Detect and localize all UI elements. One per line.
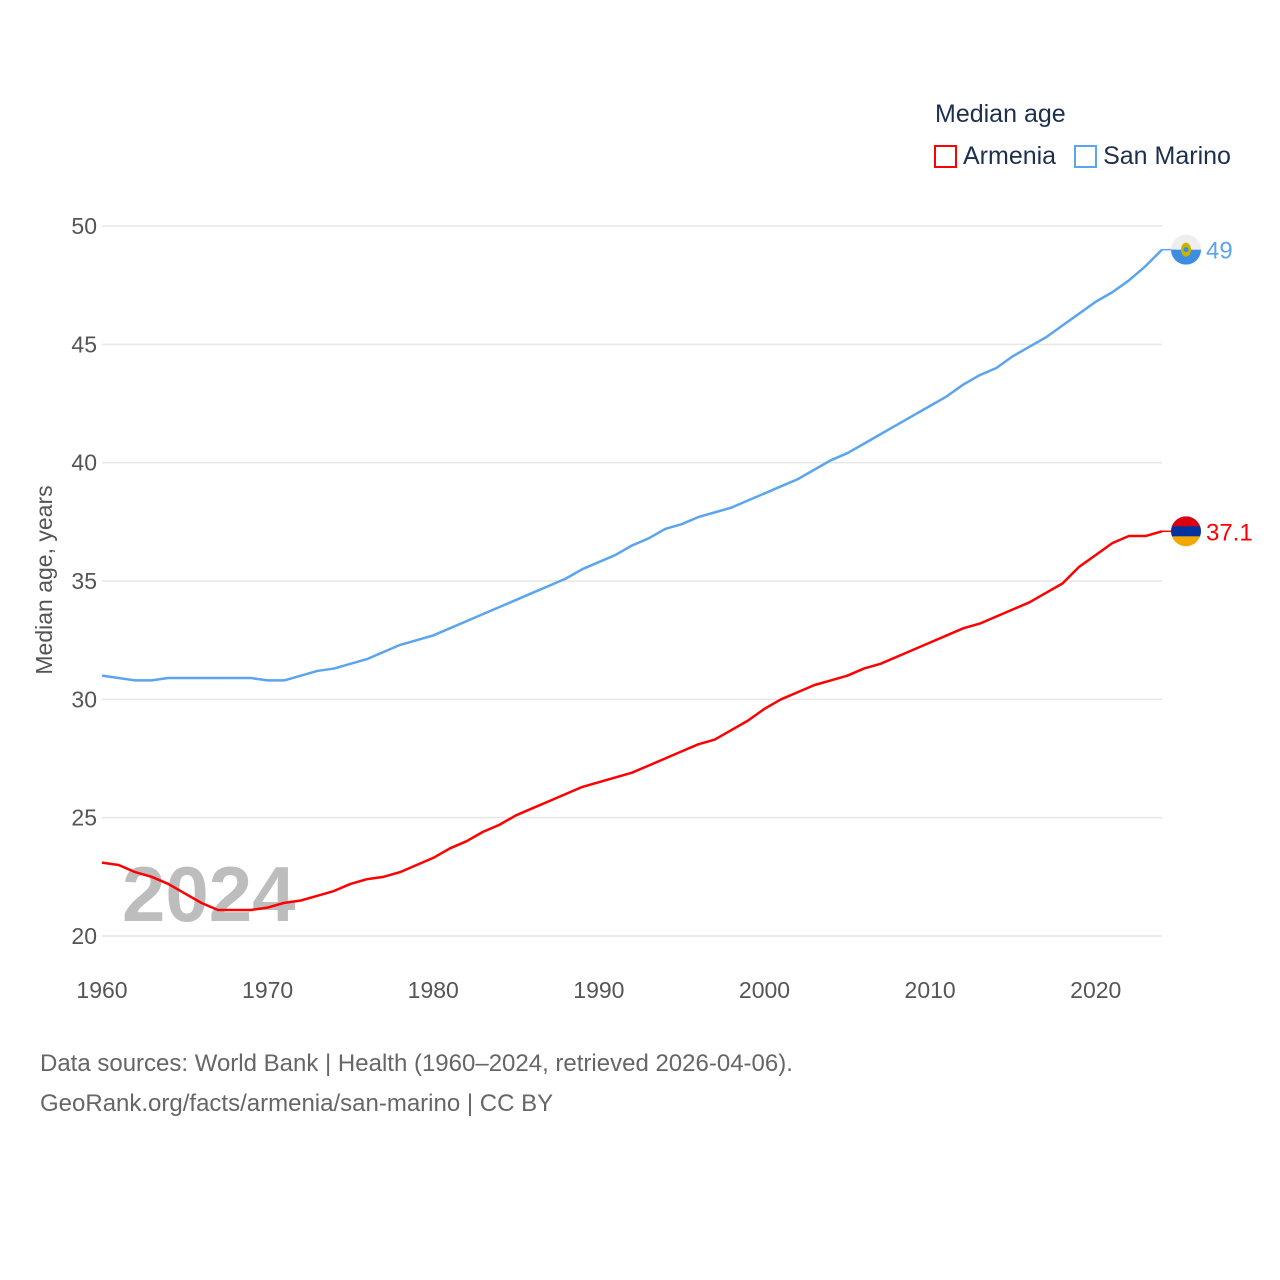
legend-label-san-marino: San Marino — [1103, 142, 1231, 170]
flag-san-marino-icon — [1171, 234, 1201, 265]
x-tick-label: 1970 — [242, 977, 293, 1003]
y-axis-label: Median age, years — [31, 485, 57, 674]
y-tick-label: 40 — [71, 450, 97, 476]
y-tick-label: 30 — [71, 686, 97, 712]
series-line-san-marino — [101, 248, 1163, 682]
legend-swatch-armenia — [934, 145, 957, 168]
y-tick-label: 20 — [71, 923, 97, 949]
x-tick-label: 2000 — [739, 977, 790, 1003]
y-tick-label: 50 — [71, 213, 97, 239]
legend: Armenia San Marino — [934, 142, 1231, 171]
end-value-label: 37.1 — [1206, 519, 1253, 546]
legend-item-san-marino[interactable]: San Marino — [1074, 142, 1231, 171]
legend-title: Median age — [935, 100, 1066, 128]
data-sources-text: Data sources: World Bank | Health (1960–… — [40, 1050, 793, 1077]
x-tick-label: 1990 — [573, 977, 624, 1003]
flag-armenia-icon — [1171, 516, 1201, 547]
y-tick-label: 45 — [71, 331, 97, 357]
legend-label-armenia: Armenia — [963, 142, 1057, 170]
legend-swatch-san-marino — [1074, 145, 1098, 168]
legend-item-armenia[interactable]: Armenia — [934, 142, 1056, 171]
end-value-label: 49 — [1206, 238, 1233, 265]
x-tick-label: 1960 — [76, 977, 127, 1003]
series-line-armenia — [101, 530, 1163, 912]
x-tick-label: 1980 — [408, 977, 459, 1003]
y-tick-label: 35 — [71, 568, 97, 594]
year-watermark: 2024 — [122, 850, 296, 938]
y-tick-label: 25 — [71, 805, 97, 831]
x-tick-label: 2010 — [905, 977, 956, 1003]
credit-text: GeoRank.org/facts/armenia/san-marino | C… — [40, 1090, 554, 1117]
x-tick-label: 2020 — [1070, 977, 1121, 1003]
footer: Data sources: World Bank | Health (1960–… — [40, 1044, 793, 1124]
